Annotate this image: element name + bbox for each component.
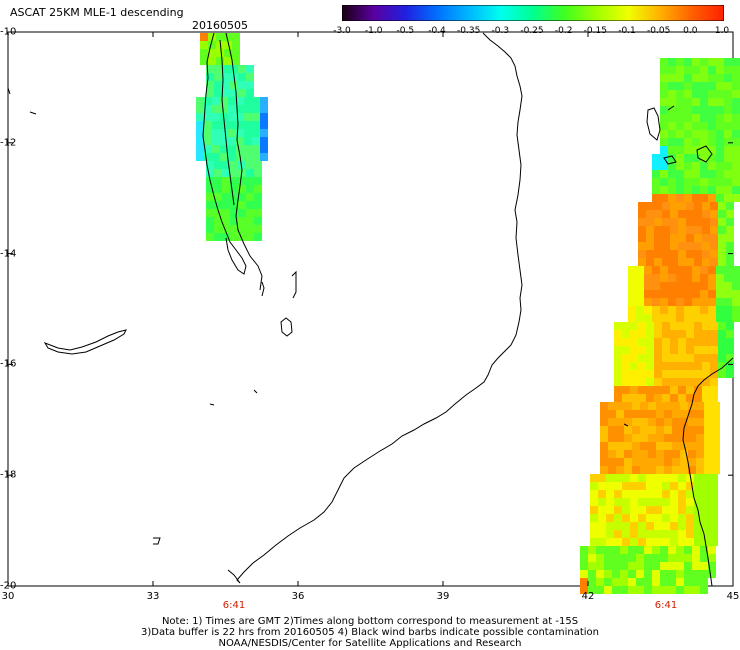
madagascar-coastline <box>682 357 734 587</box>
colorbar-tick-label: 1.0 <box>714 26 730 36</box>
x-tick-label: 30 <box>1 591 15 602</box>
african-coastline <box>227 32 523 584</box>
colorbar-tick-label: -0.1 <box>618 26 636 36</box>
colorbar-tick-label: -0.25 <box>520 26 544 36</box>
x-axis-ticks <box>7 32 734 586</box>
x-tick-label: 45 <box>726 591 740 602</box>
small-lake-6 <box>29 111 37 115</box>
grande-comore <box>646 107 661 141</box>
x-tick-label: 39 <box>436 591 450 602</box>
mayotte <box>667 105 675 111</box>
colorbar-tick-label: -3.0 <box>333 26 351 36</box>
y-tick-label: -18 <box>0 469 17 481</box>
small-lake-3 <box>153 537 161 545</box>
small-lake-1 <box>291 270 297 299</box>
small-lake-4 <box>209 403 215 406</box>
swath-time-label: 6:41 <box>654 600 678 611</box>
lake-malawi-inner <box>219 39 235 206</box>
lake-chilwa <box>280 317 293 337</box>
footer-notes: Note: 1) Times are GMT 2)Times along bot… <box>0 616 740 649</box>
y-tick-label: -12 <box>0 137 17 149</box>
swath-mozambique-channel <box>580 58 740 594</box>
colorbar-tick-label: -0.2 <box>554 26 573 36</box>
y-tick-label: -10 <box>0 26 17 38</box>
anjouan <box>696 145 713 163</box>
moheli <box>663 155 677 165</box>
colorbar-labels: -3.0 -1.0 -0.5 -0.4 -0.35 -0.3 -0.25 -0.2 -0.15 -… <box>330 26 730 38</box>
small-lake-2 <box>261 281 265 297</box>
x-tick-label: 42 <box>581 591 595 602</box>
colorbar-tick-label: -0.3 <box>491 26 510 36</box>
colorbar-tick-label: -0.4 <box>428 26 446 36</box>
colorbar-tick-label: 0.0 <box>683 26 698 36</box>
colorbar-tick-label: -0.15 <box>583 26 607 36</box>
swath-time-label: 6:41 <box>222 600 246 611</box>
y-tick-label: -16 <box>0 358 17 370</box>
x-tick-label: 33 <box>146 591 160 602</box>
y-tick-label: -14 <box>0 248 17 260</box>
note-line-3: NOAA/NESDIS/Center for Satellite Applica… <box>218 638 522 649</box>
map-date: 20160505 <box>192 19 248 32</box>
colorbar-gradient <box>341 4 725 22</box>
island-europa <box>623 423 629 427</box>
colorbar-tick-label: -0.5 <box>396 26 415 36</box>
colorbar-tick-label: -1.0 <box>364 26 383 36</box>
note-line-1: Note: 1) Times are GMT 2)Times along bot… <box>161 616 579 627</box>
small-lake-5 <box>253 389 258 394</box>
y-axis-ticks <box>8 31 733 587</box>
y-tick-label: -20 <box>0 580 17 592</box>
lake-malawi-outline <box>202 32 247 275</box>
lake-malawi-east-shore <box>225 32 263 291</box>
coastlines <box>7 32 734 587</box>
colorbar-tick-label: -0.05 <box>647 26 671 36</box>
map-title: ASCAT 25KM MLE-1 descending <box>10 6 184 19</box>
colorbar <box>341 4 725 22</box>
lake-kariba <box>43 329 127 355</box>
note-line-2: 3)Data buffer is 22 hrs from 20160505 4)… <box>141 627 599 638</box>
small-lake-7 <box>7 87 11 95</box>
colorbar-tick-label: -0.35 <box>457 26 481 36</box>
x-tick-label: 36 <box>291 591 305 602</box>
